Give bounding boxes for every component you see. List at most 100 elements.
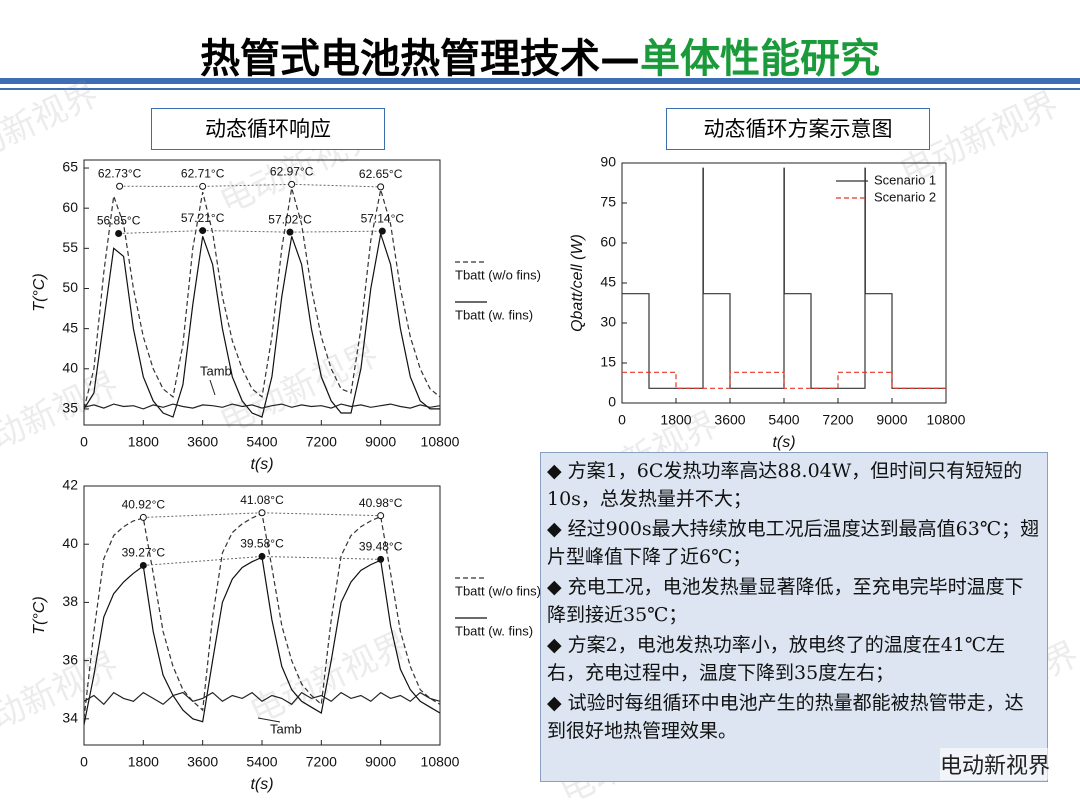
x-tick-label: 0 (80, 434, 88, 450)
peak-label: 41.08°C (240, 493, 284, 507)
peak-label: 56.85°C (97, 214, 141, 228)
title-main: 热管式电池热管理技术— (200, 36, 640, 82)
x-tick-label: 9000 (365, 754, 396, 770)
peak-label: 62.97°C (270, 165, 314, 179)
peak-marker (139, 513, 147, 521)
y-tick-label: 34 (62, 710, 78, 726)
x-tick-label: 3600 (714, 412, 745, 428)
peak-label: 57.02°C (268, 212, 312, 226)
peak-label: 57.21°C (181, 211, 225, 225)
title: 热管式电池热管理技术—单体性能研究 (0, 26, 1080, 84)
x-tick-label: 10800 (421, 434, 460, 450)
y-tick-label: 15 (600, 354, 616, 370)
y-axis-label: T(°C) (31, 596, 48, 634)
peak-marker (377, 555, 385, 563)
legend-label: Scenario 2 (874, 189, 936, 204)
note: ◆ 方案2，电池发热功率小，放电终了的温度在41℃左右，充电过程中，温度下降到3… (547, 634, 1006, 684)
series-line (622, 167, 946, 389)
title-rule-thin (0, 88, 1080, 90)
legend-label: Tbatt (w. fins) (455, 623, 533, 638)
peak-label: 62.73°C (98, 166, 142, 180)
peak-label: 62.65°C (359, 167, 403, 181)
peak-marker (288, 180, 296, 188)
peak-label: 62.71°C (181, 167, 225, 181)
legend-label: Tbatt (w. fins) (455, 307, 533, 322)
peak-marker (199, 227, 207, 235)
y-tick-label: 75 (600, 194, 616, 210)
peak-label: 39.48°C (359, 540, 403, 554)
legend-label: Tbatt (w/o fins) (455, 583, 541, 598)
y-tick-label: 50 (62, 279, 78, 295)
watermark: 电动新视界 (0, 365, 124, 471)
peak-marker (258, 552, 266, 560)
y-tick-label: 38 (62, 593, 78, 609)
peak-label: 39.58°C (240, 537, 284, 551)
y-tick-label: 90 (600, 154, 616, 170)
peak-marker (286, 228, 294, 236)
y-tick-label: 0 (608, 394, 616, 410)
y-axis-label: Qbatt/cell (W) (569, 234, 586, 332)
x-tick-label: 1800 (660, 412, 691, 428)
x-tick-label: 0 (618, 412, 626, 428)
x-axis-label: t(s) (250, 456, 273, 473)
y-tick-label: 30 (600, 314, 616, 330)
peak-marker (115, 229, 123, 237)
series-line (83, 691, 441, 706)
notes: ◆ 方案1，6C发热功率高达88.04W，但时间只有短短的10s，总发热量并不大… (540, 452, 1048, 782)
title-rule (0, 78, 1080, 84)
peak-marker (378, 227, 386, 235)
label-arrow (209, 379, 216, 396)
note: ◆ 经过900s最大持续放电工况后温度达到最高值63℃；翅片型峰值下降了近6℃； (547, 518, 1040, 568)
peak-marker (139, 561, 147, 569)
note: ◆ 方案1，6C发热功率高达88.04W，但时间只有短短的10s，总发热量并不大… (547, 460, 1023, 510)
y-axis-label: T(°C) (31, 273, 48, 311)
right-label: 动态循环方案示意图 (666, 108, 930, 150)
watermark: 电动新视界 (0, 75, 104, 181)
x-tick-label: 5400 (246, 434, 277, 450)
peak-label: 40.98°C (359, 496, 403, 510)
y-tick-label: 35 (62, 400, 78, 416)
peak-marker (258, 509, 266, 517)
y-tick-label: 45 (62, 319, 78, 335)
legend-label: Scenario 1 (874, 172, 936, 187)
x-axis-label: t(s) (772, 434, 795, 451)
peak-marker (199, 182, 207, 190)
y-tick-label: 40 (62, 535, 78, 551)
y-tick-label: 65 (62, 159, 78, 175)
x-tick-label: 7200 (822, 412, 853, 428)
series-line (622, 371, 946, 389)
x-tick-label: 3600 (187, 754, 218, 770)
y-tick-label: 42 (62, 477, 78, 493)
x-tick-label: 5400 (768, 412, 799, 428)
x-axis-label: t(s) (250, 776, 273, 793)
x-tick-label: 1800 (128, 754, 159, 770)
x-tick-label: 10800 (421, 754, 460, 770)
x-tick-label: 9000 (876, 412, 907, 428)
y-tick-label: 55 (62, 239, 78, 255)
peak-connector (118, 230, 383, 234)
y-tick-label: 40 (62, 359, 78, 375)
series-line (83, 187, 441, 410)
title-sub: 单体性能研究 (640, 36, 880, 82)
peak-marker (377, 512, 385, 520)
peak-marker (116, 182, 124, 190)
note: ◆ 充电工况，电池发热量显著降低，至充电完毕时温度下降到接近35℃； (547, 576, 1024, 626)
x-tick-label: 10800 (927, 412, 966, 428)
x-tick-label: 3600 (187, 434, 218, 450)
series-label: Tamb (270, 721, 302, 736)
note: ◆ 试验时每组循环中电池产生的热量都能被热管带走，达到很好地热管理效果。 (547, 692, 1024, 742)
x-tick-label: 0 (80, 754, 88, 770)
peak-marker (377, 183, 385, 191)
y-tick-label: 45 (600, 274, 616, 290)
y-tick-label: 36 (62, 651, 78, 667)
series-line (83, 403, 441, 410)
peak-label: 40.92°C (122, 498, 166, 512)
y-tick-label: 60 (62, 199, 78, 215)
series-label: Tamb (200, 363, 232, 378)
left-label: 动态循环响应 (151, 108, 385, 150)
peak-label: 39.27°C (122, 546, 166, 560)
x-tick-label: 7200 (306, 434, 337, 450)
x-tick-label: 1800 (128, 434, 159, 450)
brand: 电动新视界 (939, 748, 1050, 780)
